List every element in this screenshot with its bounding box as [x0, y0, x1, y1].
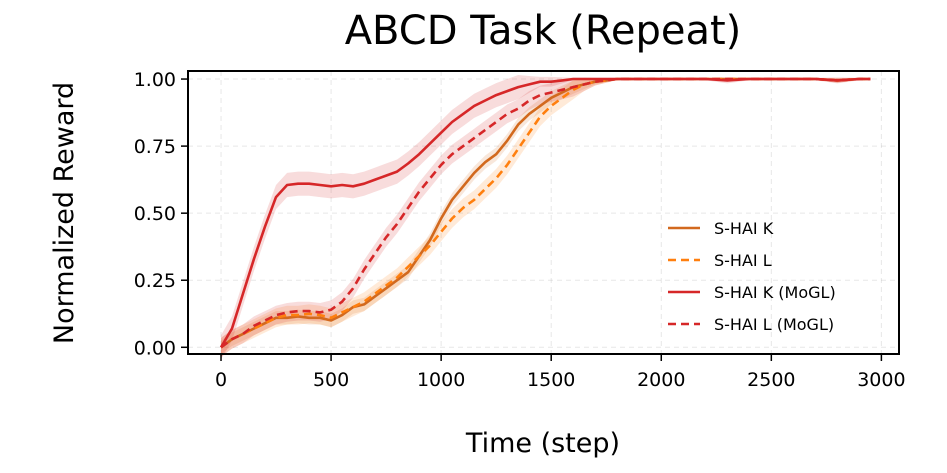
series-line-2	[219, 77, 871, 348]
x-tick-label: 500	[313, 369, 349, 391]
x-tick-label: 2500	[747, 369, 795, 391]
series-band-0	[221, 78, 871, 355]
x-tick-label: 2000	[637, 369, 685, 391]
legend: S-HAI K S-HAI L S-HAI K (MoGL) S-HAI L (MoG…	[668, 219, 836, 334]
legend-label-3: S-HAI L (MoGL)	[714, 315, 834, 334]
x-tick-label: 1500	[527, 369, 575, 391]
y-tick-label: 1.00	[134, 69, 176, 91]
y-tick-label: 0.75	[134, 136, 176, 158]
axis-ticks: 0 500 1000 1500 2000 2500 3000 0.00 0.25 0.50 0.75…	[134, 69, 906, 391]
y-tick-label: 0.00	[134, 337, 176, 359]
legend-label-0: S-HAI K	[714, 219, 774, 238]
x-tick-label: 3000	[857, 369, 905, 391]
y-tick-label: 0.50	[134, 203, 176, 225]
legend-label-1: S-HAI L	[714, 251, 772, 270]
series-band-1	[221, 77, 871, 357]
confidence-bands	[221, 75, 871, 360]
series-lines	[219, 77, 871, 349]
legend-label-2: S-HAI K (MoGL)	[714, 283, 836, 302]
x-tick-label: 1000	[417, 369, 465, 391]
y-axis-label: Normalized Reward	[49, 82, 80, 344]
chart-title: ABCD Task (Repeat)	[345, 8, 742, 54]
grid	[188, 71, 899, 354]
x-tick-label: 0	[215, 369, 227, 391]
y-tick-label: 0.25	[134, 270, 176, 292]
x-axis-label: Time (step)	[465, 428, 620, 459]
